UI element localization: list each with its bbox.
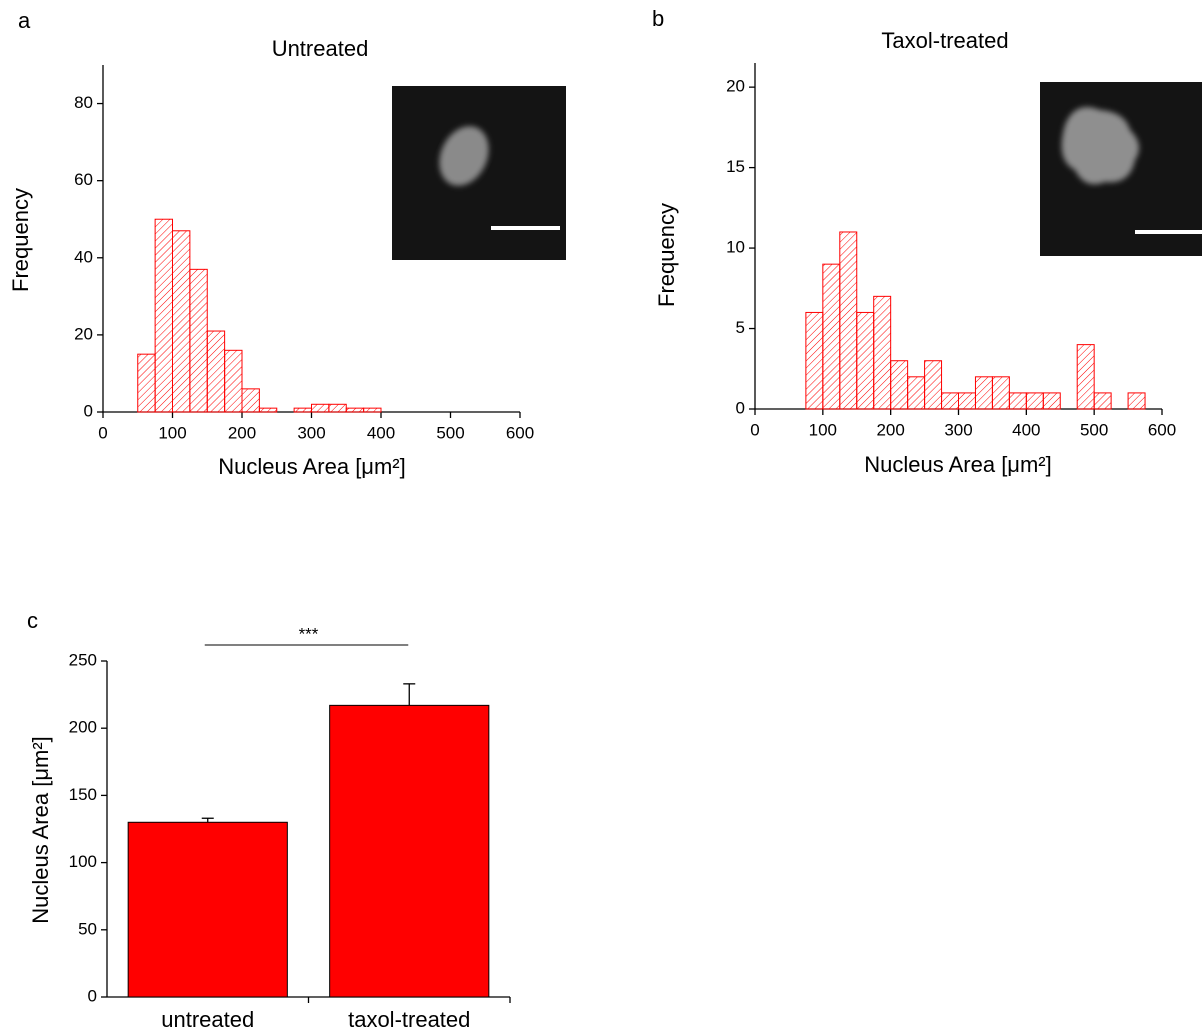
histogram-bar xyxy=(958,392,976,410)
bar xyxy=(127,821,288,998)
x-tick-label: 100 xyxy=(809,420,837,439)
histogram-bar xyxy=(241,388,260,413)
histogram-bar xyxy=(805,311,824,410)
y-tick-label: 250 xyxy=(69,650,97,669)
histogram-bar xyxy=(206,330,226,413)
panel-label: b xyxy=(652,6,664,31)
y-axis-label: Frequency xyxy=(654,203,679,307)
histogram-bar xyxy=(1025,392,1044,410)
x-tick-label: 0 xyxy=(98,423,107,442)
x-tick-label: 400 xyxy=(367,423,395,442)
y-tick-label: 0 xyxy=(84,401,93,420)
x-tick-label: 100 xyxy=(158,423,186,442)
histogram-bar xyxy=(822,263,841,410)
x-tick-label: 200 xyxy=(876,420,904,439)
chart-title: Taxol-treated xyxy=(881,28,1008,53)
y-tick-label: 10 xyxy=(726,238,745,257)
histogram-bar xyxy=(991,376,1010,410)
y-tick-label: 100 xyxy=(69,852,97,871)
histogram-bar xyxy=(293,407,312,413)
y-tick-label: 15 xyxy=(726,157,745,176)
panel-label: c xyxy=(27,608,38,633)
x-axis-label: Nucleus Area [μm²] xyxy=(864,452,1052,477)
inset-image xyxy=(1040,82,1202,256)
y-tick-label: 5 xyxy=(736,318,745,337)
x-tick-label: 300 xyxy=(944,420,972,439)
histogram-bar xyxy=(873,295,892,410)
histogram-bar xyxy=(856,311,875,410)
histogram-bar xyxy=(311,403,330,413)
annotation: *** xyxy=(299,624,319,643)
histogram-bar xyxy=(924,360,943,410)
histogram-bar xyxy=(189,268,208,413)
y-tick-label: 20 xyxy=(74,324,93,343)
bar xyxy=(329,704,490,998)
x-axis-label: Nucleus Area [μm²] xyxy=(218,454,406,479)
histogram-bar xyxy=(1093,392,1112,410)
histogram-bar xyxy=(1008,392,1027,410)
histogram-bar xyxy=(363,407,382,413)
x-tick-label: 500 xyxy=(1080,420,1108,439)
y-tick-label: 150 xyxy=(69,785,97,804)
x-tick-label: 0 xyxy=(750,420,759,439)
histogram-bar xyxy=(224,349,243,413)
y-tick-label: 0 xyxy=(88,986,97,1005)
x-tick-label: untreated xyxy=(161,1007,254,1032)
histogram-bar xyxy=(907,376,926,410)
y-axis-label: Nucleus Area [μm²] xyxy=(28,736,53,924)
y-tick-label: 20 xyxy=(726,77,745,96)
y-tick-label: 0 xyxy=(736,398,745,417)
x-tick-label: 500 xyxy=(436,423,464,442)
histogram-bar xyxy=(328,403,347,413)
y-tick-label: 80 xyxy=(74,93,93,112)
histogram-bar xyxy=(258,407,278,413)
y-tick-label: 200 xyxy=(69,718,97,737)
histogram-bar xyxy=(172,230,191,413)
histogram-bar xyxy=(839,231,858,410)
x-tick-label: 200 xyxy=(228,423,256,442)
histogram-bar xyxy=(974,376,993,410)
histogram-bar xyxy=(154,218,173,413)
x-tick-label: taxol-treated xyxy=(348,1007,470,1032)
y-tick-label: 40 xyxy=(74,247,93,266)
histogram-bar xyxy=(941,392,960,410)
histogram-bar xyxy=(345,407,365,413)
histogram-bar xyxy=(890,360,909,410)
histogram-bar xyxy=(1076,344,1095,410)
histogram-bar xyxy=(1042,392,1061,410)
x-tick-label: 600 xyxy=(506,423,534,442)
y-tick-label: 60 xyxy=(74,170,93,189)
panel-label: a xyxy=(18,8,31,33)
x-tick-label: 300 xyxy=(297,423,325,442)
inset-image xyxy=(392,86,566,260)
histogram-bar xyxy=(137,353,156,413)
chart-title: Untreated xyxy=(272,36,369,61)
y-tick-label: 50 xyxy=(78,919,97,938)
x-tick-label: 600 xyxy=(1148,420,1176,439)
x-tick-label: 400 xyxy=(1012,420,1040,439)
y-axis-label: Frequency xyxy=(8,188,33,292)
histogram-bar xyxy=(1127,392,1146,410)
